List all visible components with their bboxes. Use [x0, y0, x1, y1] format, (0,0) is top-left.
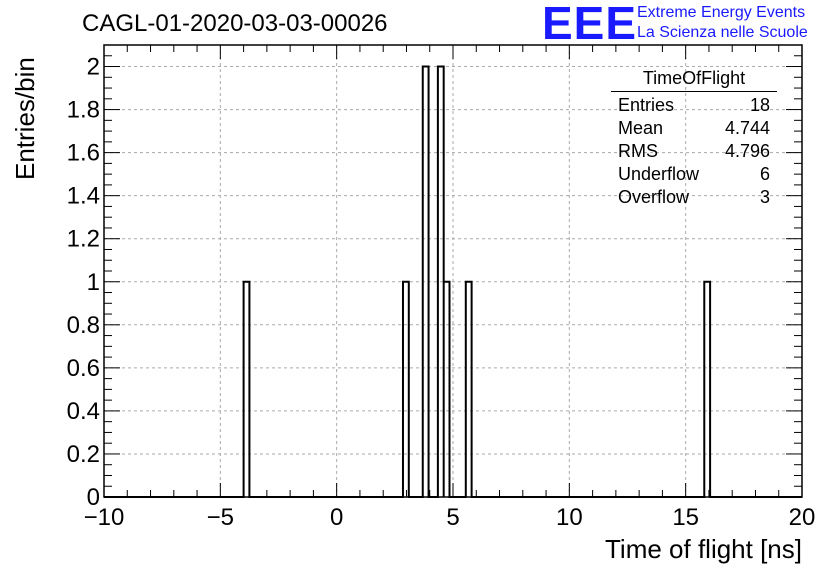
y-tick-label: 1.8 — [67, 97, 100, 124]
stats-row-entries: Entries 18 — [611, 94, 777, 117]
stats-row-rms: RMS 4.796 — [611, 140, 777, 163]
chart-title: CAGL-01-2020-03-03-00026 — [82, 10, 388, 37]
y-axis-label: Entries/bin — [10, 57, 40, 180]
logo-line-2: La Scienza nelle Scuole — [637, 24, 808, 41]
y-tick-label: 1.6 — [67, 140, 100, 167]
y-tick-label: 0.8 — [67, 312, 100, 339]
y-tick-label: 2 — [87, 54, 100, 81]
x-tick-label: 20 — [789, 504, 816, 531]
stats-value: 18 — [749, 95, 770, 115]
stats-label: Entries — [618, 95, 675, 115]
stats-row-mean: Mean 4.744 — [611, 117, 777, 140]
stats-title: TimeOfFlight — [611, 68, 777, 92]
stats-box: TimeOfFlight Entries 18 Mean 4.744 RMS 4… — [611, 68, 777, 209]
stats-row-overflow: Overflow 3 — [611, 186, 777, 209]
y-tick-label: 0.4 — [67, 398, 100, 425]
y-tick-label: 1 — [87, 269, 100, 296]
y-tick-label: 1.2 — [67, 226, 100, 253]
stats-value: 4.796 — [724, 141, 770, 161]
stats-row-underflow: Underflow 6 — [611, 163, 777, 186]
x-tick-label: −10 — [84, 504, 125, 531]
stats-label: RMS — [618, 141, 658, 161]
eee-logo: EEE — [542, 0, 638, 49]
y-tick-label: 1.4 — [67, 183, 100, 210]
x-tick-label: 15 — [672, 504, 699, 531]
x-tick-label: −5 — [207, 504, 234, 531]
plot-frame — [103, 44, 803, 498]
logo-line-1: Extreme Energy Events — [637, 4, 806, 21]
stats-value: 3 — [759, 187, 770, 207]
stats-label: Underflow — [618, 164, 700, 184]
stats-label: Overflow — [618, 187, 690, 207]
x-axis-label: Time of flight [ns] — [605, 534, 802, 564]
stats-label: Mean — [618, 118, 664, 138]
stats-value: 6 — [759, 164, 770, 184]
y-tick-label: 0.2 — [67, 441, 100, 468]
stats-value: 4.744 — [724, 118, 770, 138]
y-tick-label: 0.6 — [67, 355, 100, 382]
x-tick-label: 5 — [446, 504, 459, 531]
x-tick-label: 0 — [330, 504, 343, 531]
y-tick-label: 0 — [87, 484, 100, 511]
x-tick-label: 10 — [556, 504, 583, 531]
